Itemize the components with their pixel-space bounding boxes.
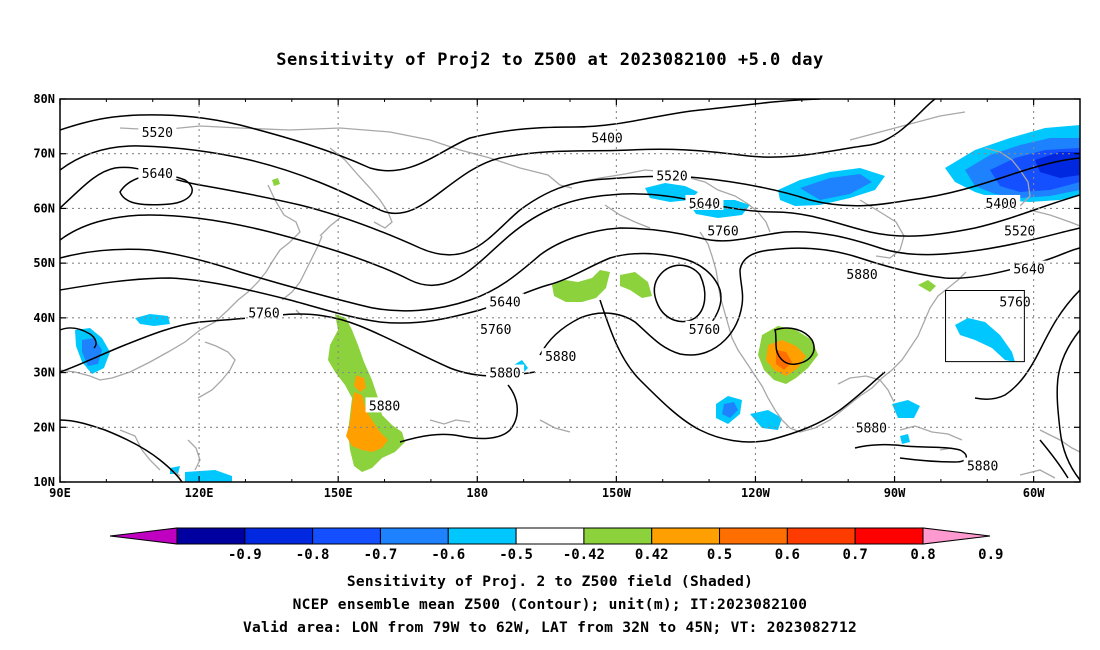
colorbar-label: -0.9 (228, 547, 262, 563)
map-title: Sensitivity of Proj2 to Z500 at 20230821… (276, 50, 824, 70)
colorbar-swatch (109, 527, 178, 545)
contour-label: 5880 (489, 367, 520, 382)
colorbar-swatch (651, 527, 721, 545)
colorbar-label: 0.5 (707, 547, 732, 563)
colorbar-swatch (176, 527, 246, 545)
valid-area-box (945, 290, 1025, 363)
colorbar-swatch (583, 527, 653, 545)
positive-sensitivity-core (776, 350, 792, 370)
positive-sensitivity-core (346, 392, 388, 452)
lat-tick-label: 70N (33, 147, 55, 161)
colorbar-label: 0.6 (775, 547, 800, 563)
contour-label: 5880 (856, 421, 887, 436)
colorbar-label: -0.7 (364, 547, 398, 563)
positive-sensitivity-region (272, 178, 280, 186)
colorbar-swatch (786, 527, 856, 545)
lon-tick-label: 150E (324, 486, 353, 500)
colorbar-label: 0.7 (843, 547, 868, 563)
colorbar-label: -0.42 (563, 547, 605, 563)
contour-label: 5880 (846, 268, 877, 283)
lat-lon-grid (60, 99, 1080, 482)
caption-shaded: Sensitivity of Proj. 2 to Z500 field (Sh… (346, 574, 754, 590)
coastlines (60, 111, 1080, 479)
contour-label: 5640 (1013, 263, 1044, 278)
colorbar-swatch (312, 527, 381, 545)
positive-sensitivity-region (620, 272, 652, 298)
colorbar-swatch (447, 527, 517, 545)
negative-sensitivity-region (722, 402, 738, 418)
contour-label: 5640 (489, 295, 520, 310)
contour-label: 5400 (591, 131, 622, 146)
contour-label: 5760 (248, 306, 279, 321)
colorbar-label: 0.8 (910, 547, 935, 563)
contour-label: 5520 (142, 126, 173, 141)
positive-sensitivity-core (354, 375, 366, 392)
negative-sensitivity-region (750, 410, 782, 430)
colorbar-label: -0.8 (296, 547, 330, 563)
lon-tick-label: 60W (1023, 486, 1045, 500)
contour-labels: 5520564054005520564057605400552056405760… (138, 123, 1048, 475)
colorbar-label: -0.6 (431, 547, 465, 563)
negative-sensitivity-region (892, 400, 920, 418)
colorbar-label: 0.42 (635, 547, 669, 563)
contour-label: 5760 (480, 323, 511, 338)
sensitivity-shading (75, 125, 1080, 482)
contour-label: 5640 (142, 167, 173, 182)
colorbar-label: -0.5 (499, 547, 533, 563)
positive-sensitivity-region (328, 314, 405, 472)
negative-sensitivity-region (645, 183, 698, 202)
positive-sensitivity-region (552, 270, 610, 302)
contour-label: 5880 (967, 460, 998, 475)
negative-sensitivity-region (800, 174, 872, 200)
negative-sensitivity-region (135, 314, 170, 326)
lon-tick-label: 90W (884, 486, 906, 500)
lat-tick-label: 80N (33, 92, 55, 106)
contour-label: 5760 (707, 224, 738, 239)
lon-tick-label: 180 (466, 486, 488, 500)
negative-sensitivity-region (900, 434, 910, 444)
colorbar-swatch (922, 527, 991, 545)
contour-label: 5520 (1004, 224, 1035, 239)
contour-label: 5520 (656, 170, 687, 185)
caption-valid-area: Valid area: LON from 79W to 62W, LAT fro… (242, 620, 858, 636)
caption-contour: NCEP ensemble mean Z500 (Contour); unit(… (292, 597, 808, 613)
contour-label: 5880 (545, 350, 576, 365)
contour-label: 5880 (369, 399, 400, 414)
colorbar: -0.9 -0.8 -0.7 -0.6 -0.5 -0.42 0.42 0.5 0.6 0.7 0.… (109, 527, 1003, 563)
contour-label: 5760 (689, 323, 720, 338)
positive-sensitivity-region (918, 280, 936, 292)
lon-tick-label: 90E (49, 486, 71, 500)
colorbar-swatch (854, 527, 924, 545)
lat-tick-label: 40N (33, 311, 55, 325)
lon-tick-label: 120W (741, 486, 771, 500)
lat-tick-label: 50N (33, 256, 55, 270)
colorbar-swatch (719, 527, 788, 545)
contour-label: 5400 (986, 197, 1017, 212)
negative-sensitivity-region (170, 466, 180, 474)
z500-contours (60, 99, 1080, 482)
negative-sensitivity-region (955, 318, 1015, 362)
lon-tick-label: 150W (602, 486, 632, 500)
lat-tick-label: 60N (33, 201, 55, 215)
axis-ticks: 90E 120E 150E 180 150W 120W 90W 60W 80N 70N 60N 50N… (33, 92, 1080, 500)
contour-label: 5760 (999, 295, 1030, 310)
lon-tick-label: 120E (185, 486, 214, 500)
contour-label: 5640 (689, 197, 720, 212)
negative-sensitivity-region (1035, 152, 1080, 178)
colorbar-swatch (244, 527, 314, 545)
lat-tick-label: 20N (33, 420, 55, 434)
negative-sensitivity-region (185, 470, 232, 482)
lat-tick-label: 10N (33, 475, 55, 489)
colorbar-swatch (515, 527, 585, 545)
colorbar-swatch (379, 527, 449, 545)
lat-tick-label: 30N (33, 366, 55, 380)
colorbar-label: 0.9 (978, 547, 1003, 563)
negative-sensitivity-region (82, 338, 102, 366)
